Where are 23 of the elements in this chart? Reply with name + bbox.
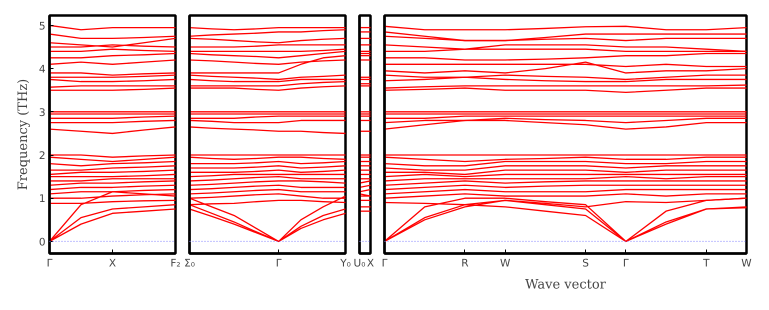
y-tick-label: 4 [38, 64, 46, 76]
x-tick-label: T [702, 258, 710, 270]
x-tick-label: Σ₀ [184, 258, 195, 270]
y-tick-label: 0 [38, 236, 46, 248]
x-tick-label: X [366, 258, 374, 270]
x-tick-label: Γ [622, 258, 629, 270]
x-tick-label: Γ [276, 258, 282, 270]
x-tick-label: W [741, 258, 752, 270]
x-tick-label: S [582, 258, 590, 270]
y-axis-title: Frequency (THz) [16, 78, 31, 190]
y-tick-label: 2 [38, 150, 46, 162]
x-tick-label: X [108, 258, 116, 270]
x-tick-label: Y₀ [339, 258, 351, 270]
y-tick-label: 1 [38, 193, 46, 206]
x-axis-title: Wave vector [525, 278, 607, 292]
x-tick-label: R [461, 258, 469, 270]
x-tick-label: Γ [382, 258, 388, 270]
y-tick-label: 5 [38, 20, 46, 32]
x-tick-label: Γ [46, 258, 53, 270]
y-tick-label: 3 [38, 106, 46, 119]
x-tick-label: W [500, 258, 511, 270]
x-tick-label: F₂ [170, 258, 181, 270]
x-tick-label: U₀ [354, 258, 366, 270]
